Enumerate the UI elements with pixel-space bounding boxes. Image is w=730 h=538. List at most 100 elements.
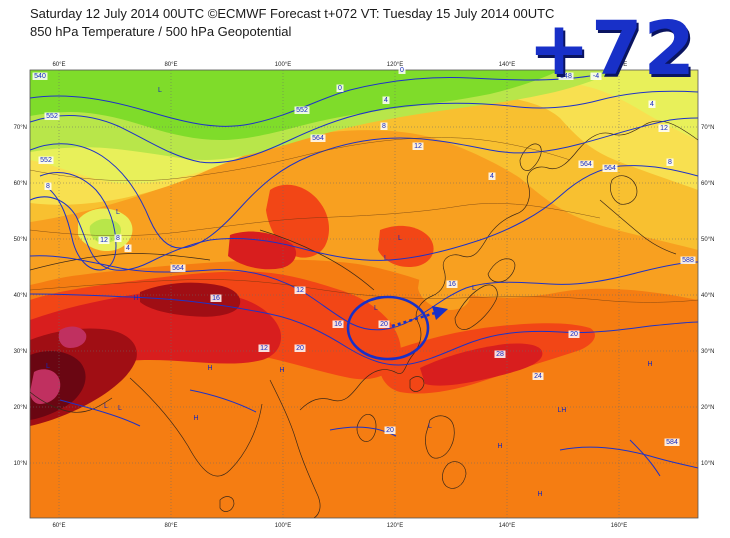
contour-label-bg bbox=[44, 112, 60, 120]
lon-tick-label-top: 160°E bbox=[611, 62, 627, 68]
contour-label: 548 bbox=[560, 73, 572, 80]
contour-label-bg bbox=[648, 100, 656, 108]
contour-label-bg bbox=[680, 256, 696, 264]
contour-label-bg bbox=[294, 106, 310, 114]
contour-label-bg bbox=[170, 264, 186, 272]
contour-label: 8 bbox=[382, 123, 386, 130]
contour-label-bg bbox=[398, 66, 406, 74]
lon-tick-label-top: 80°E bbox=[164, 62, 177, 68]
border-china-mongolia bbox=[259, 229, 375, 291]
coastline-philippines-luzon bbox=[425, 415, 455, 459]
contour-label-bg bbox=[558, 72, 574, 80]
contour-label-bg bbox=[44, 182, 52, 190]
lat-tick-label-right: 20°N bbox=[701, 405, 714, 411]
contour-label: 20 bbox=[380, 321, 388, 328]
contour-label-bg bbox=[532, 372, 544, 380]
contour-label-bg bbox=[382, 96, 390, 104]
coastline-indochina bbox=[269, 379, 321, 518]
contour-label-bg bbox=[380, 122, 388, 130]
contour-label-bg bbox=[568, 330, 580, 338]
temp-deep-red-plume-east bbox=[420, 343, 543, 386]
contour-label-bg bbox=[336, 84, 344, 92]
contour-label-bg bbox=[294, 344, 306, 352]
contour-label: 4 bbox=[490, 173, 494, 180]
contour-label-bg bbox=[578, 160, 594, 168]
lat-tick-label-left: 60°N bbox=[14, 181, 27, 187]
contour-label: 12 bbox=[296, 287, 304, 294]
lon-tick-label-bottom: 60°E bbox=[52, 523, 65, 529]
geopotential-contours bbox=[30, 75, 698, 477]
contour-label-bg bbox=[294, 286, 306, 294]
header-title: Saturday 12 July 2014 00UTC ©ECMWF Forec… bbox=[30, 6, 555, 21]
lon-tick-label-bottom: 160°E bbox=[611, 523, 627, 529]
contour-label-bg bbox=[412, 142, 424, 150]
contour-588 bbox=[30, 293, 698, 366]
highlight-annotation bbox=[346, 295, 448, 361]
lon-tick-label-bottom: 80°E bbox=[164, 523, 177, 529]
contour-label: 0 bbox=[338, 85, 342, 92]
contour-label: 0 bbox=[400, 67, 404, 74]
contour-label: 16 bbox=[448, 281, 456, 288]
low-pressure-label: L bbox=[104, 403, 108, 410]
lon-tick-label-top: 100°E bbox=[275, 62, 291, 68]
coastline-india bbox=[129, 377, 263, 477]
contour-label: 564 bbox=[312, 135, 324, 142]
lon-tick-label-top: 120°E bbox=[387, 62, 403, 68]
contour-label: 8 bbox=[116, 235, 120, 242]
contour-labels: 54055204552564128548564481245640-4552812… bbox=[32, 66, 696, 446]
low-pressure-label: L bbox=[428, 423, 432, 430]
contour-label: 20 bbox=[570, 331, 578, 338]
contour-576 bbox=[30, 165, 698, 271]
contour-label: 584 bbox=[666, 439, 678, 446]
temp-band-hot-pink bbox=[30, 369, 61, 404]
low-pressure-label: L bbox=[472, 285, 476, 292]
lat-tick-label-left: 30°N bbox=[14, 349, 27, 355]
lon-tick-label-top: 60°E bbox=[52, 62, 65, 68]
contour-label-bg bbox=[32, 72, 48, 80]
temp-band-green bbox=[30, 70, 560, 140]
contour-584 bbox=[30, 255, 698, 331]
coastline-sri-lanka bbox=[219, 496, 235, 512]
lat-tick-label-left: 50°N bbox=[14, 237, 27, 243]
contour-label-bg bbox=[664, 438, 680, 446]
high-pressure-label: H bbox=[647, 361, 652, 368]
contour-592-fragments bbox=[59, 389, 698, 469]
contour-label: 20 bbox=[296, 345, 304, 352]
highlight-circle bbox=[346, 295, 430, 361]
contour-label: 12 bbox=[100, 237, 108, 244]
contour-label: 588 bbox=[682, 257, 694, 264]
contour-label: 12 bbox=[414, 143, 422, 150]
temp-band-dark-red-tarim bbox=[140, 282, 241, 317]
contour-label-bg bbox=[258, 344, 270, 352]
contour-label-bg bbox=[124, 244, 132, 252]
contour-label: 564 bbox=[580, 161, 592, 168]
contour-label-bg bbox=[98, 236, 110, 244]
contour-label: 564 bbox=[172, 265, 184, 272]
contour-label-bg bbox=[602, 164, 618, 172]
contour-label-bg bbox=[488, 172, 496, 180]
lon-tick-label-bottom: 100°E bbox=[275, 523, 291, 529]
contour-label: 540 bbox=[34, 73, 46, 80]
low-pressure-label: L bbox=[118, 405, 122, 412]
coastline-sakhalin bbox=[519, 143, 542, 171]
contour-label-bg bbox=[332, 320, 344, 328]
lon-tick-label-bottom: 140°E bbox=[499, 523, 515, 529]
temp-band-hot-pink-2 bbox=[58, 326, 87, 348]
temperature-field bbox=[30, 70, 698, 518]
contour-cutoff-low-1 bbox=[39, 172, 117, 271]
contour-label: 552 bbox=[40, 157, 52, 164]
lat-tick-label-right: 60°N bbox=[701, 181, 714, 187]
contour-label: 564 bbox=[604, 165, 616, 172]
contour-label: 8 bbox=[46, 183, 50, 190]
high-pressure-label: H bbox=[497, 443, 502, 450]
isotherm-12 bbox=[30, 203, 601, 236]
lat-tick-label-right: 70°N bbox=[701, 125, 714, 131]
isotherm-16 bbox=[30, 279, 698, 303]
high-pressure-label: H bbox=[133, 295, 138, 302]
contour-label-bg bbox=[658, 124, 670, 132]
low-pressure-label: L bbox=[158, 87, 162, 94]
contour-552 bbox=[30, 90, 698, 164]
axis-labels: 60°E 60°E 80°E 80°E 100°E 100°E 120°E 120°E 140°… bbox=[14, 62, 715, 529]
